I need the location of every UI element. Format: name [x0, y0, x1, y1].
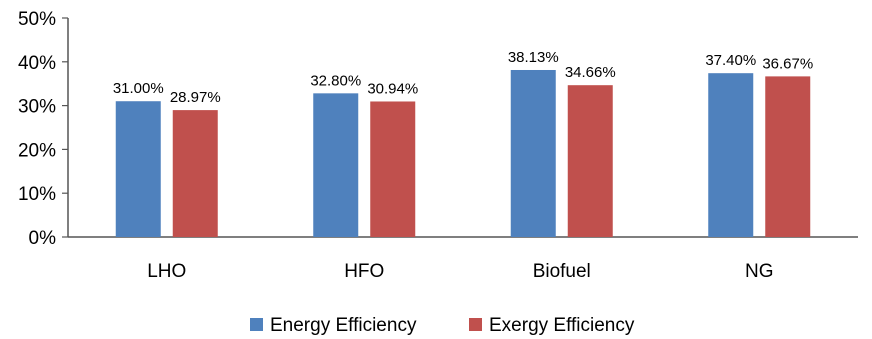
x-category-label: LHO: [147, 261, 186, 282]
data-label: 31.00%: [113, 80, 164, 97]
y-tick-label: 50%: [18, 9, 56, 30]
x-axis-categories: LHO HFO Biofuel NG: [147, 261, 773, 282]
x-category-label: Biofuel: [533, 261, 591, 282]
bar-ng-exergy: [765, 76, 811, 237]
y-tick-label: 10%: [18, 184, 56, 205]
legend-swatch: [250, 318, 263, 331]
bar-lho-energy: [115, 101, 161, 237]
y-tick-label: 40%: [18, 53, 56, 74]
y-axis-ticks: 0% 10% 20% 30% 40% 50%: [18, 9, 68, 249]
data-label: 28.97%: [170, 89, 221, 106]
bar-ng-energy: [708, 73, 754, 237]
data-label: 30.94%: [367, 80, 418, 97]
bar-biofuel-exergy: [567, 85, 613, 237]
y-tick-label: 20%: [18, 140, 56, 161]
legend-label: Energy Efficiency: [270, 315, 417, 336]
legend-label: Exergy Efficiency: [489, 315, 635, 336]
bar-lho-exergy: [172, 110, 218, 237]
data-label: 36.67%: [762, 55, 813, 72]
bar-hfo-exergy: [370, 101, 416, 237]
x-category-label: HFO: [344, 261, 384, 282]
y-tick-label: 0%: [29, 228, 57, 249]
data-label: 37.40%: [705, 52, 756, 69]
legend-swatch: [469, 318, 482, 331]
data-label: 34.66%: [565, 64, 616, 81]
data-label: 38.13%: [508, 49, 559, 66]
legend: Energy Efficiency Exergy Efficiency: [250, 315, 635, 336]
bars-group: [115, 69, 811, 237]
bar-hfo-energy: [313, 93, 359, 237]
data-label: 32.80%: [310, 72, 361, 89]
data-labels-group: 31.00% 28.97% 32.80% 30.94% 38.13% 34.66% 37.4…: [113, 49, 813, 106]
y-tick-label: 30%: [18, 97, 56, 118]
bar-biofuel-energy: [510, 69, 556, 237]
x-category-label: NG: [745, 261, 774, 282]
